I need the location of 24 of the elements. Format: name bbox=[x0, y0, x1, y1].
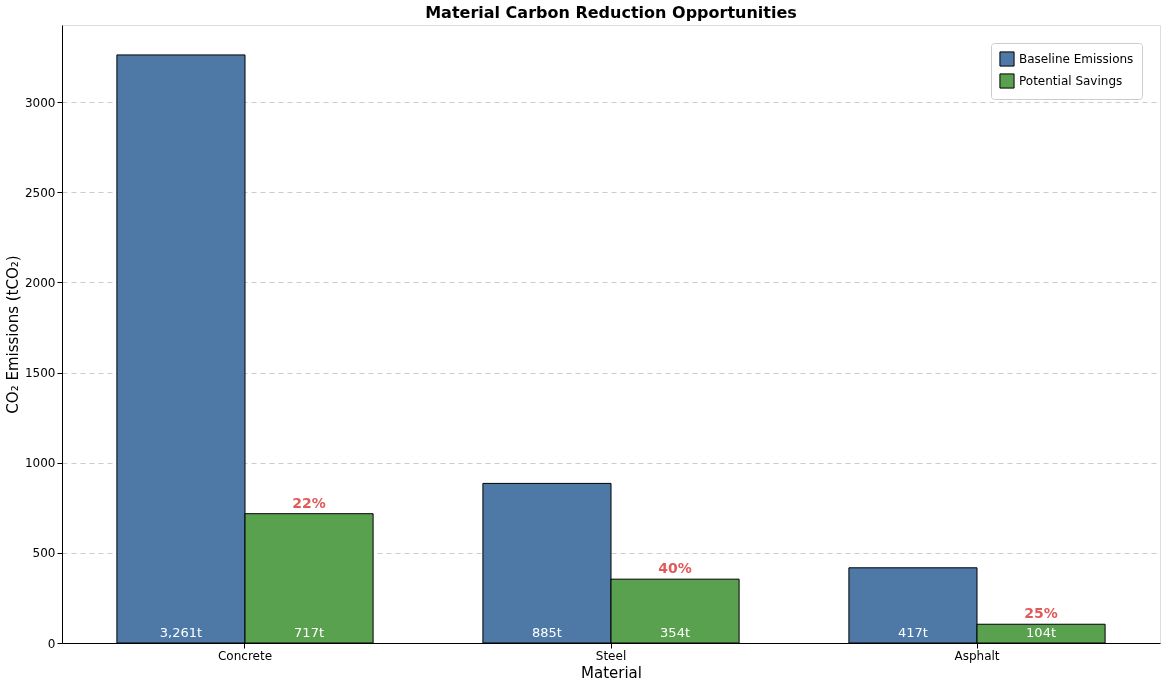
annotation: 22% bbox=[292, 494, 326, 511]
data-label: 354t bbox=[660, 625, 691, 640]
data-label: 3,261t bbox=[159, 625, 203, 640]
data-label: 417t bbox=[897, 625, 928, 640]
y-tick-label: 500 bbox=[32, 546, 56, 561]
data-label: 717t bbox=[294, 625, 325, 640]
x-tick-label: Asphalt bbox=[954, 648, 1000, 663]
data-label: 104t bbox=[1026, 625, 1057, 640]
y-tick-label: 1500 bbox=[24, 366, 56, 380]
chart-title: Material Carbon Reduction Opportunities bbox=[425, 3, 797, 22]
x-axis-title: Material bbox=[581, 663, 642, 682]
y-tick-label: 3000 bbox=[24, 95, 56, 110]
annotation: 40% bbox=[658, 560, 692, 577]
legend-label: Potential Savings bbox=[1019, 74, 1123, 88]
data-label: 885t bbox=[531, 625, 562, 640]
y-tick-label: 1000 bbox=[24, 456, 56, 471]
y-axis-title: CO₂ Emissions (tCO₂) bbox=[3, 255, 22, 414]
x-tick-label: Steel bbox=[595, 648, 627, 663]
legend-label: Baseline Emissions bbox=[1019, 52, 1134, 66]
y-tick-label: 2500 bbox=[24, 185, 56, 200]
annotation: 25% bbox=[1024, 605, 1058, 622]
x-tick-label: Concrete bbox=[217, 648, 273, 663]
y-tick-label: 2000 bbox=[24, 275, 56, 290]
y-tick-label: 0 bbox=[47, 636, 56, 651]
